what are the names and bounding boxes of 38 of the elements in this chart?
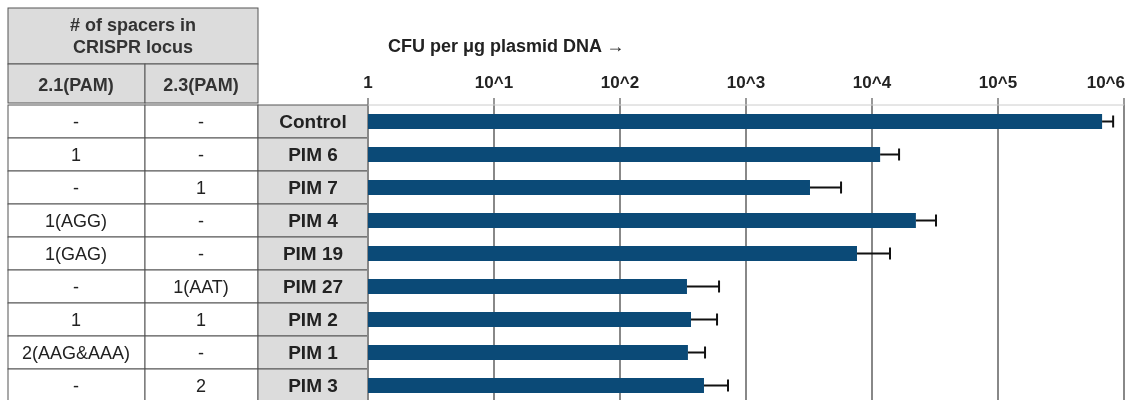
text: -: [73, 376, 79, 396]
text: 1: [70, 145, 82, 165]
x-tick-label: 10^4: [852, 73, 892, 92]
y-tick-label: PIM 2: [288, 309, 338, 330]
y-tick-label: PIM 1: [288, 342, 339, 363]
text: 1: [195, 310, 207, 330]
text: 1(AAT): [173, 277, 229, 297]
y-tick-label: PIM 7: [288, 177, 338, 198]
x-tick-label: 10^5: [978, 73, 1018, 92]
x-tick-label: 10^6: [1086, 73, 1125, 92]
y-tick-label: PIM 27: [282, 276, 344, 297]
text: -: [198, 343, 204, 363]
text: -: [73, 178, 79, 198]
y-tick-label: Control: [279, 111, 347, 132]
x-axis-title: CFU per μg plasmid DNA →: [388, 36, 625, 56]
x-tick-label: 1: [363, 73, 373, 92]
text: # of spacers in CRISPR locus: [69, 15, 197, 57]
text: 2(AAG&AAA): [21, 343, 131, 363]
text: -: [73, 277, 79, 297]
text: 2.3(PAM): [163, 75, 239, 95]
text: 1(AGG): [44, 211, 108, 231]
y-tick-label: PIM 6: [288, 144, 338, 165]
x-tick-label: 10^1: [474, 73, 514, 92]
text: 2: [195, 376, 207, 396]
x-tick-label: 10^2: [600, 73, 640, 92]
text: -: [198, 145, 204, 165]
y-tick-label: PIM 3: [288, 375, 338, 396]
y-tick-label: PIM 4: [288, 210, 339, 231]
text: -: [198, 112, 204, 132]
text: 1: [195, 178, 207, 198]
text: -: [198, 244, 204, 264]
text: 1(GAG): [44, 244, 108, 264]
x-tick-label: 10^3: [726, 73, 766, 92]
text: 1: [70, 310, 82, 330]
y-tick-label: PIM 19: [282, 243, 344, 264]
text: -: [198, 211, 204, 231]
text: -: [73, 112, 79, 132]
text: 2.1(PAM): [38, 75, 114, 95]
